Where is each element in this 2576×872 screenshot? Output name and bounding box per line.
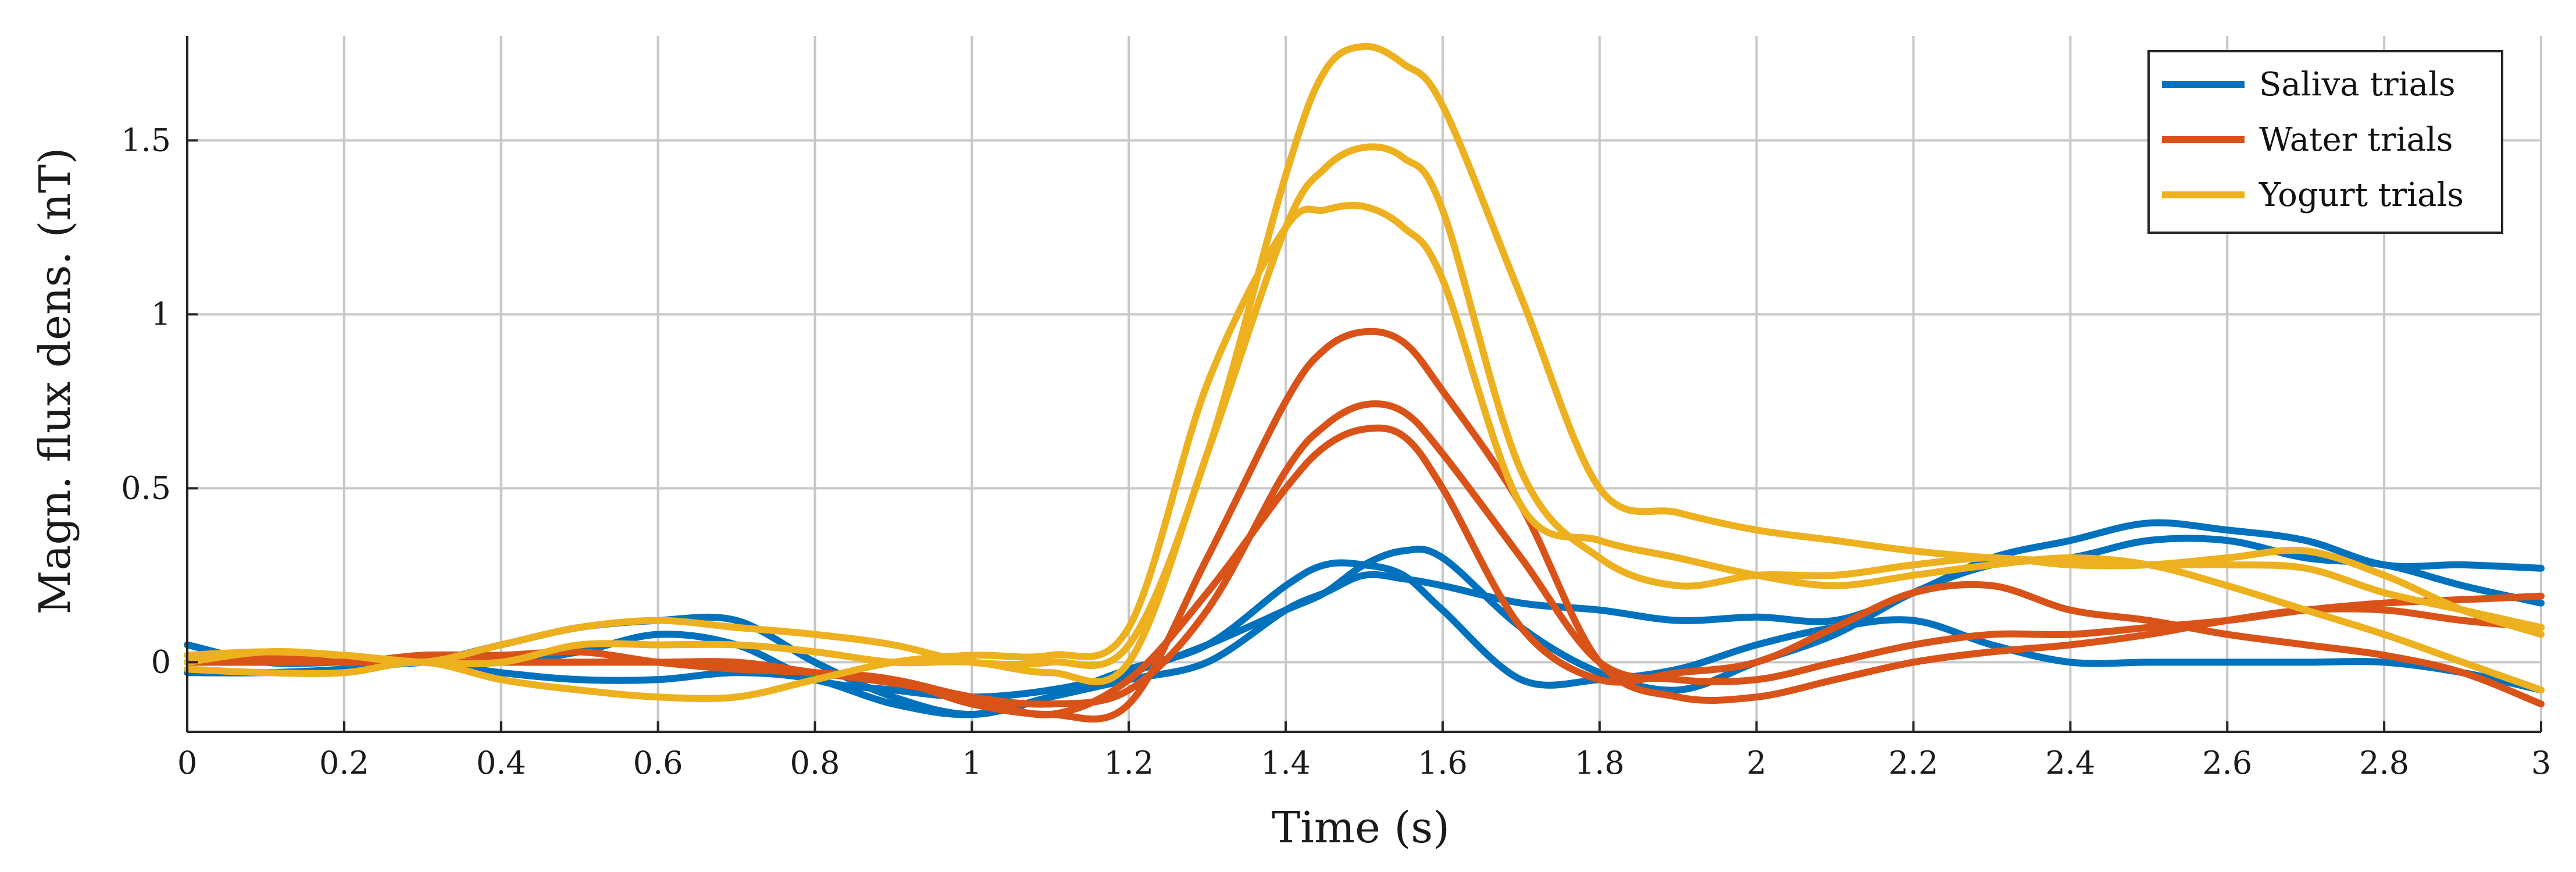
x-tick-label: 2.4 <box>2045 745 2095 781</box>
legend-label-saliva: Saliva trials <box>2259 66 2456 104</box>
x-tick-label: 1.6 <box>1418 745 1468 781</box>
x-tick-label: 1.4 <box>1261 745 1311 781</box>
x-tick-label: 3 <box>2531 745 2551 781</box>
series-line-water-trials-5 <box>184 424 2545 718</box>
y-tick-label: 1 <box>151 296 171 332</box>
legend-label-yogurt: Yogurt trials <box>2259 176 2464 214</box>
series-lines <box>184 42 2545 723</box>
x-tick-label: 0.6 <box>633 745 683 781</box>
legend: Saliva trials Water trials Yogurt trials <box>2147 50 2503 234</box>
series-line-water-trials-4 <box>184 328 2545 723</box>
x-tick-label: 2.2 <box>1889 745 1939 781</box>
x-tick-label: 1 <box>962 745 982 781</box>
x-tick-label: 2.8 <box>2359 745 2409 781</box>
y-tick-label: 1.5 <box>121 122 171 158</box>
series-line-saliva-trials-2 <box>184 559 2545 718</box>
legend-label-water: Water trials <box>2259 121 2453 159</box>
tick-labels: 0 0.2 0.4 0.6 0.8 1 1.2 1.4 1.6 1.8 2 2.2 2.4 2.6 2.8 3… <box>121 122 2551 781</box>
x-tick-label: 0.4 <box>476 745 526 781</box>
y-tick-label: 0.5 <box>121 469 171 506</box>
series-line-yogurt-trials-7 <box>184 143 2545 685</box>
x-tick-label: 2 <box>1746 745 1766 781</box>
x-tick-label: 2.6 <box>2202 745 2252 781</box>
x-tick-label: 0.8 <box>790 745 840 781</box>
x-tick-label: 1.2 <box>1104 745 1154 781</box>
y-tick-label: 0 <box>151 643 171 680</box>
axes <box>186 36 2542 733</box>
x-tick-label: 0.2 <box>319 745 369 781</box>
x-axis-title: Time (s) <box>1272 803 1450 853</box>
series-line-yogurt-trials-8 <box>184 202 2545 702</box>
x-tick-label: 0 <box>177 745 197 781</box>
grid-lines <box>187 36 2542 732</box>
y-axis-title: Magn. flux dens. (nT) <box>30 148 80 615</box>
x-tick-label: 1.8 <box>1575 745 1625 781</box>
